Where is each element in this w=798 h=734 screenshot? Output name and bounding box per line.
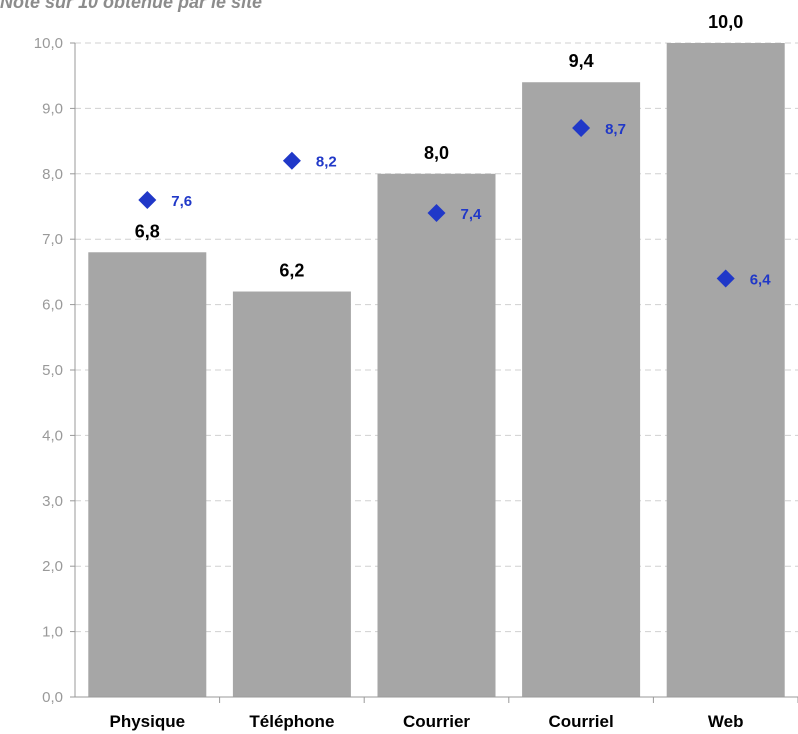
x-tick-label: Physique [110, 712, 186, 731]
bar [666, 43, 785, 697]
bar-value-label: 8,0 [424, 143, 449, 163]
y-tick-label: 7,0 [42, 231, 63, 248]
diamond-marker [716, 269, 735, 288]
y-tick-label: 6,0 [42, 297, 63, 314]
bars [88, 43, 785, 698]
bar-value-label: 10,0 [708, 12, 743, 32]
diamond-marker [427, 204, 446, 223]
point-value-label: 8,2 [316, 154, 337, 171]
point-value-label: 7,4 [461, 206, 483, 223]
axes: 0,0 1,0 2,0 3,0 4,0 5,0 6,0 7,0 8,0 9,0 10,0 Physiq… [34, 35, 798, 731]
y-tick-label: 8,0 [42, 166, 63, 183]
point-value-label: 7,6 [171, 193, 192, 210]
bar-value-label: 6,2 [279, 261, 304, 281]
y-tick-label: 0,0 [42, 689, 63, 706]
x-tick-label: Téléphone [249, 712, 334, 731]
bar [522, 82, 641, 698]
bar [232, 291, 351, 697]
bar-value-label: 9,4 [569, 51, 594, 71]
chart-title: Note sur 10 obtenue par le site [0, 0, 263, 12]
x-tick-label: Courriel [549, 712, 614, 731]
y-tick-label: 5,0 [42, 362, 63, 379]
bar [377, 173, 496, 698]
y-tick-label: 10,0 [34, 35, 63, 52]
y-tick-label: 9,0 [42, 100, 63, 117]
y-tick-label: 4,0 [42, 427, 63, 444]
bar-value-label: 6,8 [135, 221, 160, 241]
y-tick-label: 1,0 [42, 624, 63, 641]
bar [88, 252, 207, 697]
diamond-marker [572, 119, 591, 138]
x-tick-label: Courrier [403, 712, 470, 731]
point-value-label: 6,4 [750, 271, 772, 288]
diamond-marker [282, 151, 301, 170]
y-tick-label: 2,0 [42, 558, 63, 575]
point-value-label: 8,7 [605, 121, 626, 138]
x-tick-label: Web [708, 712, 744, 731]
diamond-marker [138, 190, 157, 209]
data-labels: 6,8 6,2 8,0 9,4 10,0 [135, 12, 743, 281]
y-tick-label: 3,0 [42, 493, 63, 510]
scatter-points: 7,6 8,2 7,4 8,7 6,4 [138, 119, 771, 288]
